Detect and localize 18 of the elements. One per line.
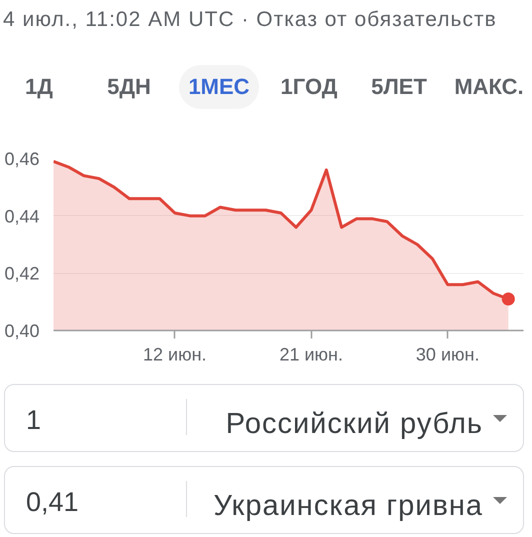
x-tick-label: 21 июн.	[279, 344, 344, 364]
x-tick-label: 30 июн.	[416, 344, 480, 364]
text: Российский рубль	[226, 408, 483, 440]
x-tick-label: 12 июн.	[143, 344, 207, 364]
text: 1ГОД	[280, 74, 338, 99]
text: Украинская гривна	[214, 490, 483, 522]
text: 0,41	[26, 487, 79, 517]
y-tick-label: 0,44	[4, 206, 40, 226]
text: 5ЛЕТ	[371, 74, 427, 99]
text: МАКС.	[454, 74, 524, 99]
text: 1МЕС	[188, 74, 250, 99]
text: 5ДН	[107, 74, 151, 99]
y-tick-label: 0,46	[4, 149, 40, 169]
chart-title: 4 июл., 11:02 AM UTC · Отказ от обязательств	[3, 8, 497, 31]
y-tick-label: 0,40	[4, 321, 40, 341]
y-tick-label: 0,42	[4, 264, 40, 284]
text: 1	[26, 405, 42, 435]
text: 1Д	[25, 74, 53, 99]
